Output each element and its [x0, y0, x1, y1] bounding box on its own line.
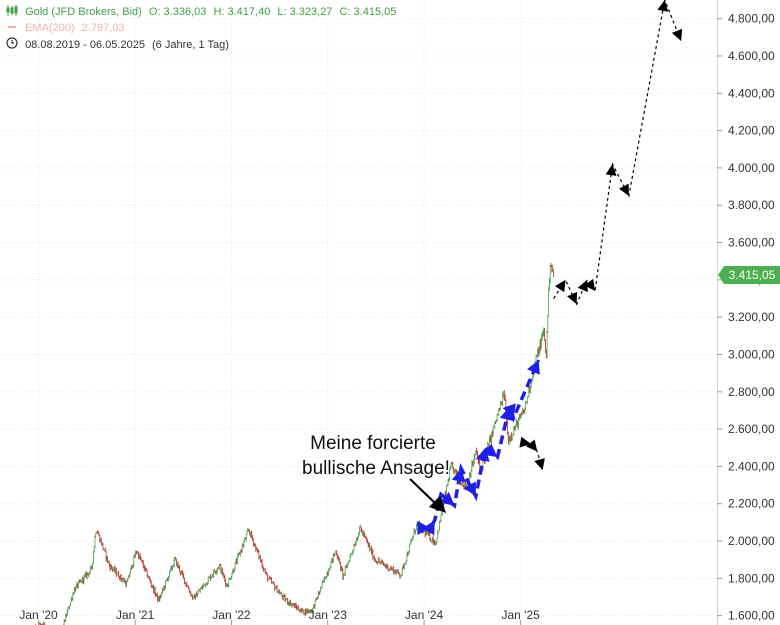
last-price-label: 3.415,05: [729, 268, 776, 282]
date-range: 08.08.2019 - 06.05.2025: [25, 38, 145, 51]
projection-black-main-arrowhead: [671, 28, 683, 42]
projection-blue-arrowhead: [439, 491, 455, 506]
price-tick-label: 3.000,00: [728, 347, 775, 361]
instrument-name: Gold (JFD Brokers, Bid): [25, 6, 142, 19]
price-tick-label: 2.600,00: [728, 422, 775, 436]
annotation: Meine forcierte bullische Ansage!: [302, 433, 450, 513]
open-value: O: 3.336,03: [148, 6, 207, 19]
last-price-tag-shape: [718, 266, 780, 284]
annotation-arrow: [409, 478, 437, 505]
price-tick-label: 4.000,00: [728, 161, 775, 175]
price-tick-label: 2.000,00: [728, 534, 775, 548]
time-tick-label: Jan '23: [309, 608, 348, 622]
close-value: C: 3.415,05: [339, 6, 397, 19]
price-tick-label: 3.800,00: [728, 198, 775, 212]
annotation-line-2: bullische Ansage!: [302, 458, 450, 479]
date-range-info: 08.08.2019 - 06.05.2025 (6 Jahre, 1 Tag): [6, 37, 233, 53]
projection-black-main-arrowhead: [554, 279, 566, 293]
price-axis: 1.600,00 1.800,00 2.000,00 2.200,00 2.400,00…: [717, 12, 775, 623]
time-tick-label: Jan '22: [212, 608, 251, 622]
projection-black-main-arrowhead: [605, 164, 617, 176]
low-value: L: 3.323,27: [277, 6, 333, 19]
projection-blue-arrowhead: [527, 360, 540, 375]
high-value: H: 3.417,40: [213, 6, 271, 19]
clock-icon: [6, 37, 18, 53]
projection-black-main-arrowhead: [618, 183, 629, 196]
price-tick-label: 3.200,00: [728, 310, 775, 324]
price-tick-label: 1.600,00: [728, 609, 775, 623]
projection-black-main: [553, 0, 682, 306]
projection-black-main-arrowhead: [577, 279, 588, 293]
projection-blue-arrowhead: [422, 520, 435, 536]
annotation-line-1: Meine forcierte: [310, 433, 436, 454]
price-tick-label: 3.600,00: [728, 236, 775, 250]
time-tick-label: Jan '25: [501, 608, 540, 622]
projection-black-main-arrowhead: [567, 291, 578, 305]
price-tick-label: 2.800,00: [728, 385, 775, 399]
period: (6 Jahre, 1 Tag): [152, 38, 229, 51]
price-tick-label: 4.600,00: [728, 49, 775, 63]
ema-value: 2.797,03: [81, 22, 125, 35]
time-tick-label: Jan '21: [116, 608, 155, 622]
last-price-tag: 3.415,05: [718, 266, 780, 284]
candlesticks: [35, 262, 554, 625]
ema-info: EMA(200) 2.797,03: [6, 21, 128, 36]
projection-blue-arrowhead: [451, 468, 466, 483]
projection-blue-arrowhead: [482, 443, 498, 458]
price-tick-label: 4.400,00: [728, 86, 775, 100]
price-tick-label: 1.800,00: [728, 571, 775, 585]
instrument-info: Gold (JFD Brokers, Bid) O: 3.336,03 H: 3…: [6, 5, 400, 20]
line-icon: [6, 21, 18, 36]
price-tick-label: 4.200,00: [728, 124, 775, 138]
projection-black-minor-arrowhead: [534, 458, 545, 471]
price-tick-label: 4.800,00: [728, 12, 775, 26]
grid: [0, 0, 717, 625]
annotation-arrowhead: [429, 496, 446, 513]
projection-black-main-arrowhead: [584, 278, 596, 292]
time-tick-label: Jan '24: [405, 608, 444, 622]
candlestick-icon: [6, 5, 18, 20]
time-tick-label: Jan '20: [19, 608, 58, 622]
price-tick-label: 2.200,00: [728, 497, 775, 511]
projection-arrows: [417, 0, 683, 536]
projection-black-main-arrowhead: [657, 0, 669, 12]
projection-black-minor-arrowhead: [526, 439, 538, 452]
projection-blue-arrowhead: [502, 403, 516, 418]
time-axis: Jan '20 Jan '21 Jan '22 Jan '23 Jan '24 Jan '…: [19, 608, 540, 625]
ema-label: EMA(200): [25, 22, 75, 35]
price-tick-label: 2.400,00: [728, 459, 775, 473]
projection-blue-arrowhead: [463, 481, 476, 497]
